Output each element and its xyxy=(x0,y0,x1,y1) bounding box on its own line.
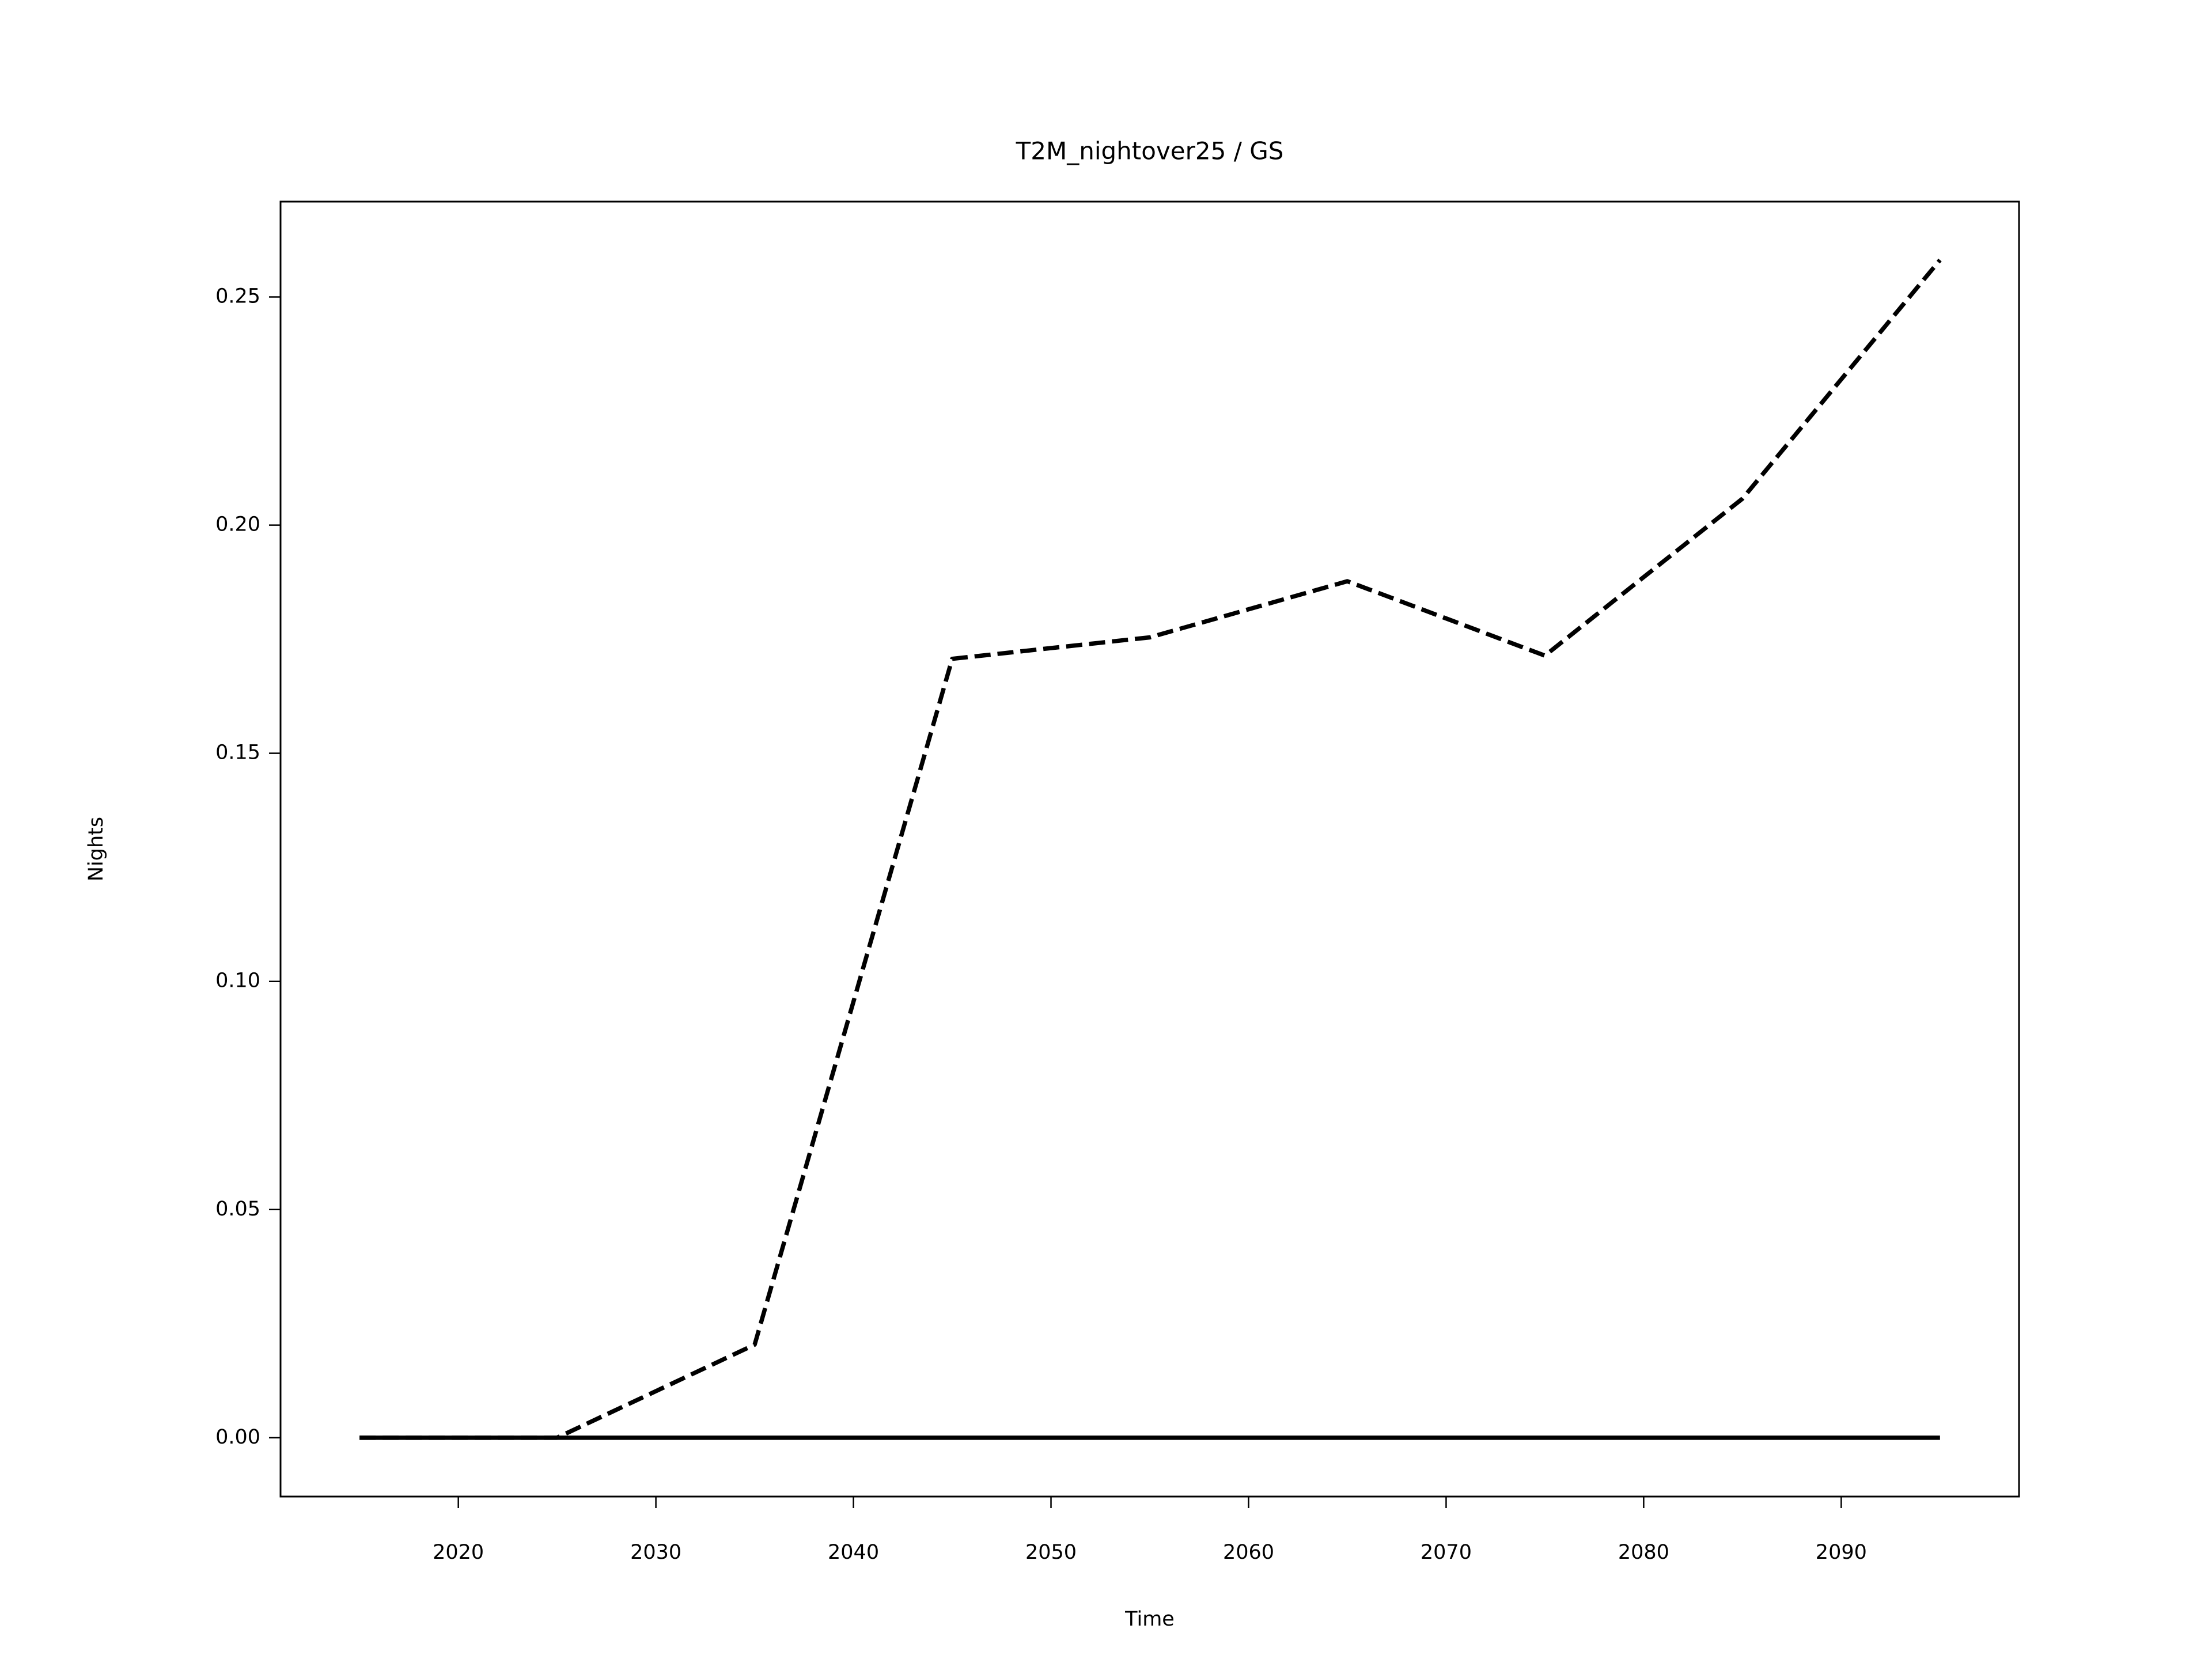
x-tick-label: 2030 xyxy=(630,1541,681,1564)
y-tick-label: 0.05 xyxy=(215,1198,260,1221)
y-tick-label: 0.25 xyxy=(215,285,260,308)
x-tick-label: 2020 xyxy=(433,1541,484,1564)
x-tick-label: 2040 xyxy=(828,1541,879,1564)
data-line xyxy=(359,258,1942,1440)
x-tick-label: 2070 xyxy=(1421,1541,1472,1564)
chart-title: T2M_nightover25 / GS xyxy=(1016,137,1284,165)
x-tick-label: 2050 xyxy=(1025,1541,1077,1564)
y-tick-label: 0.20 xyxy=(215,513,260,536)
x-tick-label: 2090 xyxy=(1816,1541,1867,1564)
y-tick-label: 0.10 xyxy=(215,969,260,993)
y-tick-label: 0.15 xyxy=(215,741,260,764)
y-axis-label: Nights xyxy=(85,817,108,881)
x-tick-label: 2060 xyxy=(1223,1541,1274,1564)
y-tick-label: 0.00 xyxy=(215,1426,260,1449)
x-axis-label: Time xyxy=(1124,1608,1175,1631)
plot-frame xyxy=(279,200,2020,1498)
x-tick-label: 2080 xyxy=(1618,1541,1669,1564)
